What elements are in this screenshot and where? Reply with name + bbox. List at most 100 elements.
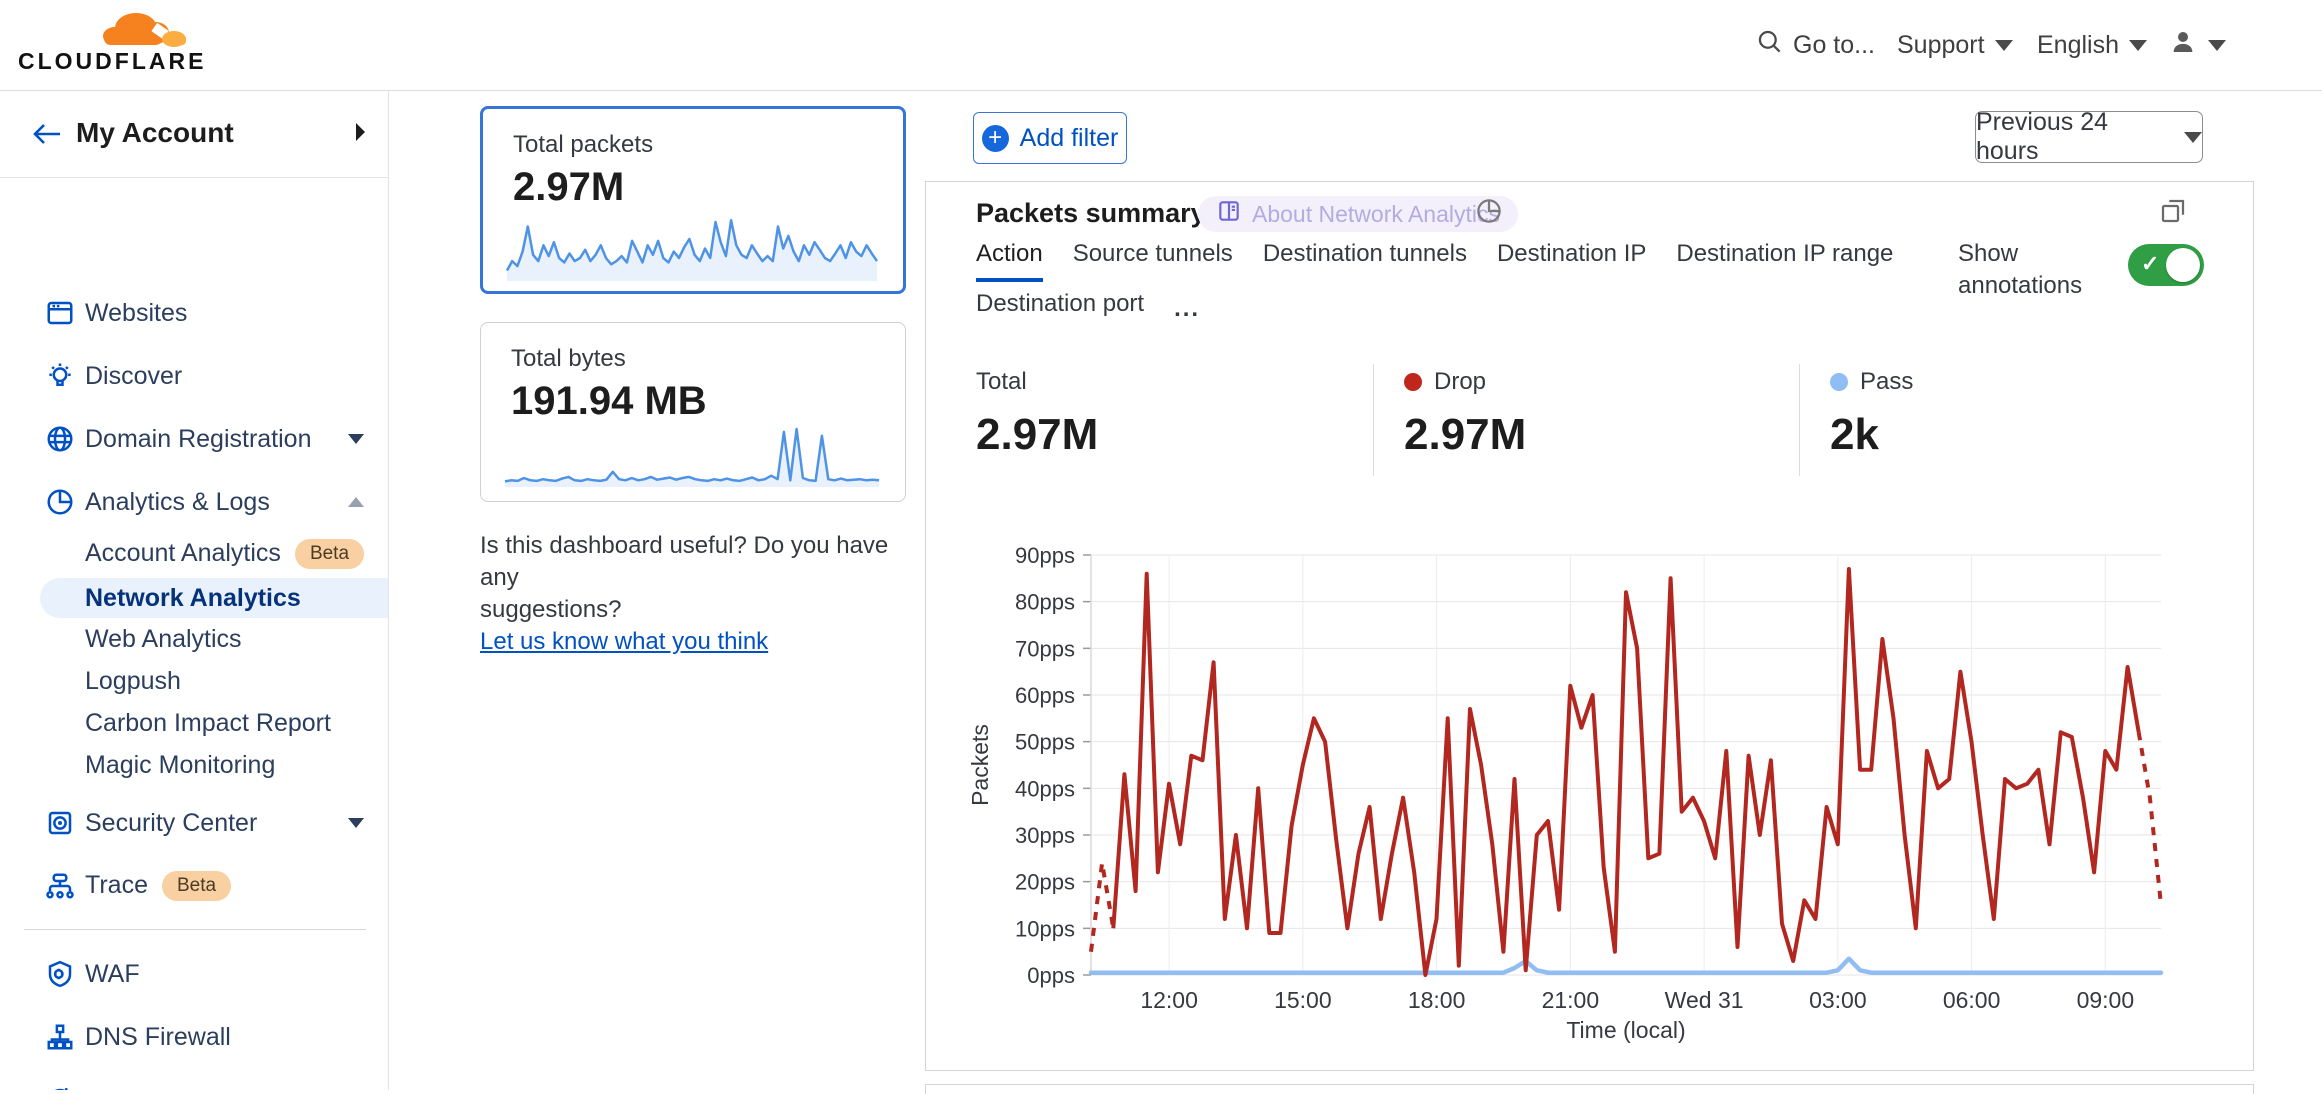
- stat-value: 2.97M: [1404, 410, 1527, 459]
- y-tick-label: 70pps: [1015, 636, 1075, 661]
- more-tabs-button[interactable]: ...: [1174, 295, 1201, 322]
- sidebar-item-network-analytics[interactable]: Network Analytics: [0, 578, 388, 618]
- sidebar-item-label: Domain Registration: [85, 424, 312, 453]
- x-tick-label: 09:00: [2077, 987, 2135, 1013]
- chevron-down-icon: [348, 434, 364, 444]
- sidebar-item-waf[interactable]: WAF: [0, 949, 388, 999]
- about-pill-label: About Network Analytics: [1252, 200, 1501, 227]
- chevron-up-icon: [348, 497, 364, 507]
- sidebar-item-label: Account Analytics Beta: [85, 539, 365, 569]
- tab-destination-ip[interactable]: Destination IP: [1496, 240, 1647, 267]
- add-filter-button[interactable]: + Add filter: [973, 112, 1127, 164]
- stat-divider: [1799, 364, 1800, 476]
- chevron-down-icon: [2129, 39, 2147, 51]
- time-range-label: Previous 24 hours: [1976, 108, 2109, 165]
- drop-legend-dot: [1404, 373, 1422, 391]
- sidebar-item-label: Security Center: [85, 808, 258, 837]
- back-arrow-icon[interactable]: [30, 119, 64, 154]
- sidebar-item-label: DNS Firewall: [85, 1022, 231, 1051]
- tab-destination-port[interactable]: Destination port: [976, 290, 1145, 317]
- chevron-right-icon[interactable]: [352, 121, 368, 148]
- annotations-toggle[interactable]: ✓: [2128, 244, 2204, 286]
- tab-destination-tunnels[interactable]: Destination tunnels: [1262, 240, 1467, 267]
- y-tick-label: 20pps: [1015, 870, 1075, 895]
- x-tick-label: 21:00: [1542, 987, 1600, 1013]
- sidebar-item-security-center[interactable]: Security Center: [0, 798, 388, 848]
- stat-label: Drop: [1434, 368, 1487, 395]
- y-tick-label: 80pps: [1015, 590, 1075, 615]
- drop-line-dashed-head: [1089, 861, 1116, 952]
- goto-search[interactable]: Go to...: [1756, 0, 1875, 90]
- stat-pass: Pass 2k: [1830, 368, 1913, 460]
- sidebar-item-trace[interactable]: Trace Beta: [0, 861, 388, 911]
- account-menu[interactable]: [2168, 0, 2226, 90]
- stat-value: 2.97M: [976, 410, 1099, 459]
- x-tick-label: Wed 31: [1665, 987, 1744, 1013]
- bytes-sparkline: [504, 427, 880, 487]
- search-icon: [1756, 28, 1783, 62]
- dimension-tabs: Action Source tunnels Destination tunnel…: [976, 240, 1893, 282]
- sidebar-item-magic-monitoring[interactable]: Magic Monitoring: [0, 744, 388, 786]
- sidebar-item-logpush[interactable]: Logpush: [0, 660, 388, 702]
- drop-line-dashed-tail: [2136, 731, 2163, 906]
- lightbulb-icon: [44, 360, 76, 392]
- total-packets-card[interactable]: Total packets 2.97M: [480, 106, 906, 294]
- x-tick-label: 12:00: [1140, 987, 1198, 1013]
- feedback-link[interactable]: Let us know what you think: [480, 628, 769, 655]
- account-title[interactable]: My Account: [76, 117, 234, 148]
- sidebar-item-analytics-logs[interactable]: Analytics & Logs: [0, 477, 388, 527]
- shield-gear-icon: [44, 958, 76, 990]
- tab-action[interactable]: Action: [976, 240, 1043, 282]
- support-menu[interactable]: Support: [1897, 0, 2013, 90]
- about-network-analytics-pill[interactable]: About Network Analytics: [1198, 196, 1519, 232]
- sidebar-item-account-analytics[interactable]: Account Analytics Beta: [0, 533, 388, 575]
- language-label: English: [2037, 30, 2119, 59]
- chevron-down-icon: [2184, 131, 2202, 143]
- beta-badge: Beta: [294, 539, 365, 569]
- sidebar-item-label: Web Analytics: [85, 624, 242, 653]
- stat-divider: [1373, 364, 1374, 476]
- support-label: Support: [1897, 30, 1985, 59]
- expand-icon[interactable]: [2158, 196, 2188, 231]
- sidebar-item-websites[interactable]: Websites: [0, 288, 388, 338]
- pie-chart-toggle-icon[interactable]: [1474, 196, 1504, 231]
- sidebar-item-dns-firewall[interactable]: DNS Firewall: [0, 1012, 388, 1062]
- y-tick-label: 50pps: [1015, 730, 1075, 755]
- cloudflare-logo-text: CLOUDFLARE: [18, 48, 207, 74]
- total-bytes-card[interactable]: Total bytes 191.94 MB: [480, 322, 906, 502]
- sidebar-item-label: WAF: [85, 959, 140, 988]
- panel-title: Packets summary: [976, 198, 1206, 228]
- sidebar-item-web-analytics[interactable]: Web Analytics: [0, 618, 388, 660]
- y-tick-label: 0pps: [1027, 963, 1075, 988]
- sparkline-area: [505, 429, 879, 487]
- sidebar-item-domain-registration[interactable]: Domain Registration: [0, 414, 388, 464]
- trace-icon: [44, 870, 76, 902]
- language-menu[interactable]: English: [2037, 0, 2147, 90]
- browser-icon: [44, 297, 76, 329]
- sidebar-item-carbon-impact[interactable]: Carbon Impact Report: [0, 702, 388, 744]
- feedback-question: Is this dashboard useful? Do you have an…: [480, 532, 889, 623]
- cloudflare-logo-icon[interactable]: [98, 6, 190, 55]
- sidebar-item-discover[interactable]: Discover: [0, 351, 388, 401]
- sidebar-item-label: Websites: [85, 298, 188, 327]
- stat-label: Total: [976, 368, 1027, 395]
- card-label: Total bytes: [511, 345, 626, 372]
- stat-label: Pass: [1860, 368, 1914, 395]
- sidebar: My Account Websites Discover Domain Regi…: [0, 91, 389, 1090]
- book-icon: [1216, 198, 1242, 230]
- sidebar-item-turnstile[interactable]: Turnstile: [0, 1075, 388, 1090]
- packets-sparkline: [505, 218, 879, 281]
- top-header: CLOUDFLARE Go to... Support English: [0, 0, 2322, 91]
- y-tick-label: 40pps: [1015, 776, 1075, 801]
- globe-icon: [44, 423, 76, 455]
- sparkline-line: [505, 218, 879, 272]
- tab-destination-ip-range[interactable]: Destination IP range: [1676, 240, 1894, 267]
- card-value: 191.94 MB: [511, 379, 707, 423]
- tab-source-tunnels[interactable]: Source tunnels: [1072, 240, 1233, 267]
- drop-line: [1111, 567, 2141, 977]
- time-range-dropdown[interactable]: Previous 24 hours: [1975, 108, 2203, 165]
- pie-chart-icon: [44, 486, 76, 518]
- refresh-check-icon: [44, 1084, 76, 1090]
- pass-legend-dot: [1830, 373, 1848, 391]
- toggle-knob: [2166, 248, 2200, 282]
